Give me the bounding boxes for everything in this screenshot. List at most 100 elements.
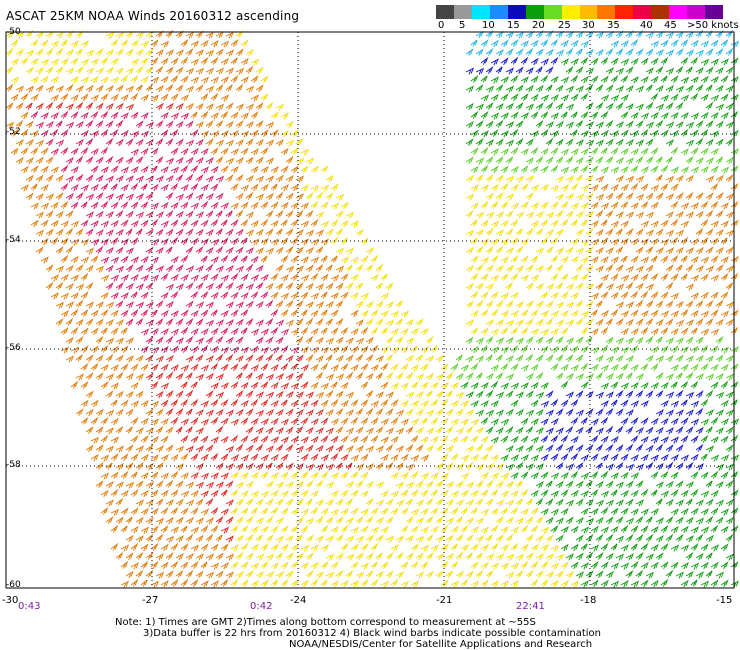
wind-barb — [340, 291, 349, 300]
wind-barb — [55, 66, 64, 74]
wind-barb — [335, 516, 344, 524]
wind-barb — [415, 426, 424, 435]
wind-barb — [100, 308, 109, 317]
wind-barb — [230, 183, 239, 191]
wind-barb — [275, 354, 283, 362]
wind-barb — [710, 363, 719, 372]
wind-barb — [195, 427, 204, 435]
wind-barb — [330, 398, 339, 407]
wind-barb — [320, 255, 328, 263]
wind-barb — [485, 282, 494, 291]
wind-barb — [660, 490, 669, 498]
wind-barb — [660, 345, 669, 353]
wind-barb — [480, 256, 490, 264]
wind-barb — [355, 300, 364, 309]
wind-barb — [635, 534, 644, 542]
wind-barb — [180, 364, 190, 372]
wind-barb — [215, 481, 224, 489]
wind-barb — [245, 480, 254, 489]
wind-barb — [35, 139, 45, 147]
wind-barb — [515, 498, 523, 506]
wind-barb — [75, 101, 84, 110]
wind-barb — [150, 525, 159, 534]
wind-barb — [595, 480, 604, 489]
wind-barb — [95, 156, 104, 165]
wind-barb — [290, 435, 299, 444]
wind-barb — [365, 318, 374, 326]
wind-barb — [150, 165, 158, 173]
wind-barb — [545, 84, 553, 92]
wind-barb — [275, 300, 284, 308]
wind-barb — [555, 427, 564, 435]
wind-barb — [165, 209, 174, 218]
wind-barb — [65, 227, 74, 236]
wind-barb — [200, 200, 209, 209]
wind-barb — [670, 508, 679, 516]
wind-barb — [255, 354, 264, 363]
wind-barb — [30, 219, 39, 228]
wind-barb — [85, 193, 95, 201]
wind-barb — [45, 85, 55, 93]
wind-barb — [630, 580, 640, 588]
wind-barb — [590, 525, 599, 534]
wind-barb — [290, 489, 299, 497]
wind-barb — [215, 155, 224, 164]
wind-barb — [255, 498, 264, 507]
wind-barb — [665, 49, 674, 57]
wind-barb — [570, 129, 578, 137]
wind-barb — [570, 202, 580, 210]
wind-barb — [395, 372, 404, 380]
wind-barb — [665, 102, 674, 110]
wind-barb — [585, 102, 594, 110]
wind-barb — [285, 139, 295, 147]
wind-barb — [165, 137, 174, 146]
wind-barb — [445, 552, 454, 561]
wind-barb — [540, 526, 550, 534]
wind-barb — [90, 75, 99, 84]
wind-barb — [465, 391, 474, 399]
wind-barb — [165, 516, 174, 525]
wind-barb — [320, 346, 330, 354]
wind-barb — [485, 444, 494, 452]
wind-barb — [165, 29, 174, 38]
wind-barb — [625, 318, 634, 327]
wind-barb — [190, 182, 199, 191]
wind-barb — [185, 569, 194, 578]
wind-barb — [255, 300, 264, 309]
wind-barb — [705, 228, 714, 236]
wind-barb — [520, 417, 529, 426]
wind-barb — [190, 435, 199, 444]
wind-barb — [205, 409, 214, 417]
wind-barb — [480, 94, 489, 102]
wind-barb — [255, 372, 264, 381]
wind-barb — [55, 210, 64, 219]
wind-barb — [580, 310, 590, 318]
wind-barb — [170, 560, 179, 569]
wind-barb — [435, 426, 443, 434]
wind-barb — [630, 273, 639, 282]
wind-barb — [465, 85, 474, 93]
wind-barb — [565, 121, 574, 129]
wind-barb — [485, 462, 494, 471]
wind-barb — [570, 398, 579, 407]
wind-barb — [670, 273, 679, 281]
wind-barb — [160, 382, 170, 390]
wind-barb — [495, 119, 504, 128]
wind-barb — [655, 300, 664, 308]
wind-barb — [130, 130, 140, 138]
wind-barb — [170, 255, 179, 264]
wind-barb — [155, 498, 164, 506]
map-frame — [5, 31, 735, 589]
wind-barb — [210, 291, 219, 300]
wind-barb — [530, 165, 539, 174]
wind-barb — [555, 301, 565, 309]
wind-barb — [625, 337, 634, 345]
wind-barb — [495, 245, 504, 254]
wind-barb — [615, 516, 624, 524]
wind-barb — [490, 148, 499, 156]
wind-barb — [380, 381, 389, 390]
wind-barb — [50, 201, 59, 210]
wind-barb — [705, 389, 714, 398]
wind-barb — [385, 427, 394, 435]
wind-barb — [530, 489, 539, 498]
